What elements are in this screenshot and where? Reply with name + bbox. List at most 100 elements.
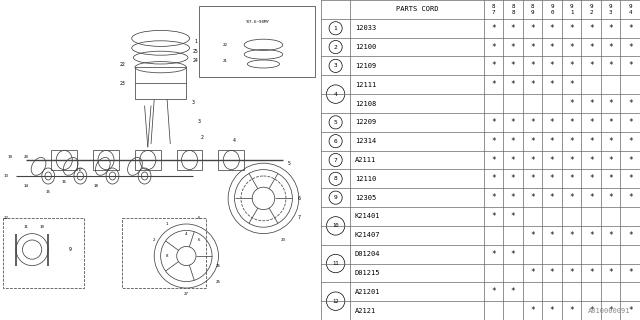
Text: *: * [550,193,554,202]
Text: 7: 7 [492,10,495,15]
Text: *: * [570,80,574,89]
Text: *: * [492,80,496,89]
Text: *: * [570,99,574,108]
Text: 9: 9 [570,4,573,9]
Text: *: * [609,99,613,108]
Text: *: * [628,61,632,70]
Text: *: * [609,306,613,315]
Text: 9: 9 [333,195,337,200]
Text: *: * [550,174,554,183]
Text: *: * [589,99,593,108]
Text: 16: 16 [61,180,67,184]
Text: A2121: A2121 [355,308,376,314]
Text: 1: 1 [195,39,197,44]
Text: *: * [492,212,496,221]
Text: *: * [550,268,554,277]
Text: 5: 5 [333,120,337,125]
Text: A010000091: A010000091 [588,308,630,314]
Text: D01215: D01215 [355,270,380,276]
Text: 3: 3 [198,119,200,124]
Text: 6: 6 [298,196,300,201]
Text: *: * [531,137,535,146]
Text: 12108: 12108 [355,100,376,107]
Text: *: * [570,174,574,183]
Text: 12100: 12100 [355,44,376,50]
Text: D01204: D01204 [355,251,380,257]
Text: 2: 2 [333,44,337,50]
Text: *: * [492,193,496,202]
Text: *: * [531,61,535,70]
Text: 9: 9 [531,10,534,15]
Text: 22: 22 [119,61,125,67]
Text: *: * [628,137,632,146]
Text: *: * [609,156,613,164]
Text: *: * [589,61,593,70]
Text: 24: 24 [193,58,199,63]
Text: *: * [511,43,515,52]
Text: 2: 2 [153,238,156,242]
Text: *: * [531,43,535,52]
Text: 1: 1 [166,222,168,226]
Text: *: * [589,268,593,277]
Bar [135,67,186,99]
Bar [122,218,205,288]
Text: *: * [609,193,613,202]
Text: 18: 18 [94,184,99,188]
Text: 27: 27 [184,292,189,296]
Text: *: * [628,231,632,240]
Text: *: * [511,174,515,183]
Text: 12305: 12305 [355,195,376,201]
Bar [177,150,202,170]
Text: *: * [609,24,613,33]
Text: 4: 4 [628,10,632,15]
Text: 4: 4 [333,92,337,97]
Text: 0: 0 [550,10,554,15]
Text: 12111: 12111 [355,82,376,88]
Text: *: * [531,268,535,277]
Text: *: * [570,231,574,240]
Text: *: * [492,137,496,146]
Text: 23: 23 [280,238,285,242]
Text: *: * [628,156,632,164]
Text: 12110: 12110 [355,176,376,182]
Text: 3: 3 [609,10,612,15]
Text: *: * [609,137,613,146]
Text: *: * [492,118,496,127]
Text: 7: 7 [298,215,300,220]
Text: A21201: A21201 [355,289,380,295]
Text: *: * [550,306,554,315]
Text: *: * [511,156,515,164]
Text: 11: 11 [332,261,339,266]
Text: *: * [570,61,574,70]
Text: *: * [550,231,554,240]
Text: *: * [628,268,632,277]
Text: *: * [531,118,535,127]
Text: 12314: 12314 [355,138,376,144]
Text: 10: 10 [39,225,44,229]
Text: *: * [589,193,593,202]
Text: 12209: 12209 [355,119,376,125]
Text: 10: 10 [332,223,339,228]
Text: 8: 8 [511,10,515,15]
Text: *: * [570,156,574,164]
Text: *: * [609,268,613,277]
Text: A2111: A2111 [355,157,376,163]
Text: 9: 9 [609,4,612,9]
Text: *: * [628,193,632,202]
Text: 26: 26 [216,264,221,268]
Text: *: * [609,43,613,52]
Text: *: * [531,231,535,240]
Text: *: * [511,80,515,89]
Text: *: * [531,80,535,89]
Text: 12033: 12033 [355,25,376,31]
Text: *: * [570,43,574,52]
Text: *: * [511,61,515,70]
Bar [3,218,84,288]
Text: *: * [531,24,535,33]
Text: *: * [550,137,554,146]
Text: 14: 14 [23,184,28,188]
Text: PARTS CORD: PARTS CORD [396,6,438,12]
Text: *: * [628,24,632,33]
Text: *: * [492,156,496,164]
Text: *: * [511,250,515,259]
